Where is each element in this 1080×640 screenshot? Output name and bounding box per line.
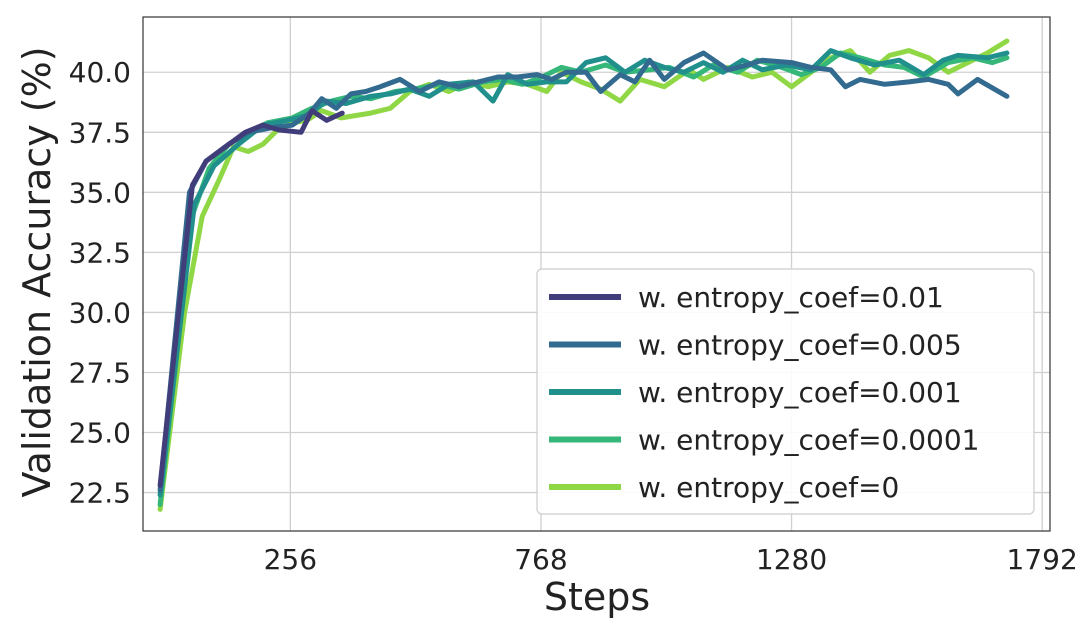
x-tick-label: 768: [514, 543, 567, 576]
legend-label: w. entropy_coef=0.0001: [638, 424, 980, 457]
x-tick-label: 1280: [756, 543, 827, 576]
y-axis-ticks: 22.5 25.0 27.5 30.0 32.5 35.0 37.5 40.0: [69, 56, 131, 509]
series-line-0: [157, 108, 345, 488]
series-lines: [157, 38, 1010, 512]
y-tick-label: 27.5: [69, 356, 131, 389]
y-tick-label: 30.0: [69, 296, 131, 329]
legend-label: w. entropy_coef=0: [638, 471, 899, 504]
series-line-2: [157, 48, 1010, 498]
legend: w. entropy_coef=0.01 w. entropy_coef=0.00…: [536, 268, 1035, 515]
series-line-1: [157, 50, 1010, 493]
x-axis-label: Steps: [544, 575, 650, 619]
y-tick-label: 40.0: [69, 56, 131, 89]
y-axis-label: Validation Accuracy (%): [15, 46, 59, 497]
y-tick-label: 35.0: [69, 176, 131, 209]
y-tick-label: 22.5: [69, 477, 131, 510]
legend-label: w. entropy_coef=0.01: [638, 281, 944, 314]
x-tick-label: 256: [264, 543, 317, 576]
y-tick-label: 32.5: [69, 236, 131, 269]
y-tick-label: 25.0: [69, 417, 131, 450]
legend-box: [536, 268, 1035, 515]
y-tick-label: 37.5: [69, 116, 131, 149]
plot-frame: [142, 16, 1051, 532]
x-axis-ticks: 256 768 1280 1792: [264, 543, 1078, 576]
legend-label: w. entropy_coef=0.001: [638, 376, 962, 409]
x-tick-label: 1792: [1007, 543, 1078, 576]
legend-label: w. entropy_coef=0.005: [638, 329, 962, 362]
